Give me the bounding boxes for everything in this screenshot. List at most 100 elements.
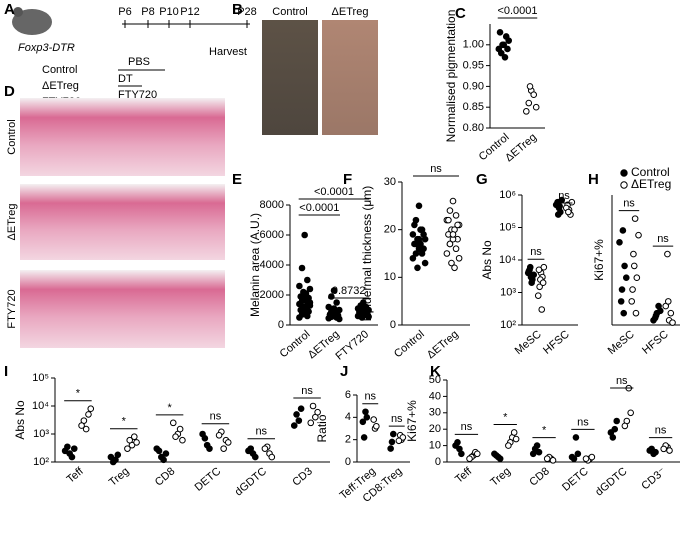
data-point bbox=[656, 307, 664, 315]
y-axis-label: Ratio bbox=[315, 414, 329, 442]
data-point bbox=[669, 319, 676, 326]
data-point bbox=[572, 434, 580, 441]
data-point bbox=[293, 411, 300, 418]
chart: 0.80 0.85 0.90 0.95 1.00 Normalised pigmentat… bbox=[444, 5, 545, 164]
data-point bbox=[333, 299, 340, 306]
significance-label: ns bbox=[210, 411, 222, 423]
data-point bbox=[532, 103, 540, 111]
data-point bbox=[539, 279, 547, 287]
panel-letters: A B C D E F G H I J K bbox=[4, 1, 599, 380]
data-point bbox=[505, 442, 512, 449]
day: P6 bbox=[118, 6, 131, 18]
significance-label: <0.0001 bbox=[497, 5, 537, 17]
treatment: PBS bbox=[128, 56, 150, 68]
image-label: ΔETreg bbox=[332, 6, 369, 18]
data-point bbox=[415, 202, 423, 210]
data-point bbox=[268, 453, 276, 461]
data-point bbox=[307, 419, 315, 427]
y-tick-label: 30 bbox=[429, 407, 441, 419]
y-axis-label: Ki67+% bbox=[405, 400, 419, 442]
x-tick-label: DETC bbox=[193, 465, 224, 493]
data-point bbox=[556, 202, 563, 210]
x-tick-label: Control bbox=[278, 328, 313, 360]
data-point bbox=[420, 231, 427, 238]
skin-image bbox=[322, 20, 378, 135]
significance-label: * bbox=[167, 402, 172, 414]
panel-d: Control ΔETreg FTY720 bbox=[6, 98, 225, 348]
data-point bbox=[528, 279, 535, 287]
data-point bbox=[565, 208, 572, 216]
data-point bbox=[534, 292, 542, 299]
y-tick-label: 4000 bbox=[260, 259, 284, 271]
data-point bbox=[652, 448, 659, 456]
data-point bbox=[630, 250, 637, 258]
chart: 0 2000 4000 6000 8000 Melanin area (A.U.) Cont… bbox=[248, 186, 378, 363]
x-tick-label: Treg bbox=[488, 465, 513, 488]
y-tick-label: 0 bbox=[390, 319, 396, 331]
significance-label: ns bbox=[364, 391, 376, 403]
image-label: Control bbox=[272, 6, 307, 18]
data-point bbox=[543, 455, 551, 463]
significance-label: ns bbox=[655, 425, 667, 437]
y-axis-label: Abs No bbox=[480, 240, 494, 280]
data-point bbox=[635, 231, 642, 239]
day: P12 bbox=[180, 6, 200, 18]
data-point bbox=[176, 425, 184, 433]
data-point bbox=[446, 240, 454, 248]
data-point bbox=[525, 267, 533, 275]
data-point bbox=[525, 99, 533, 107]
data-point bbox=[451, 264, 458, 272]
group: ΔETreg bbox=[42, 80, 79, 92]
significance-label: ns bbox=[657, 233, 669, 245]
data-point bbox=[496, 29, 504, 36]
data-point bbox=[449, 231, 457, 238]
data-point bbox=[448, 259, 455, 267]
legend-label: ΔETreg bbox=[631, 177, 671, 191]
day: P8 bbox=[141, 6, 154, 18]
y-tick-label: 10³ bbox=[33, 428, 49, 440]
harvest: Harvest bbox=[209, 46, 247, 58]
data-point bbox=[535, 266, 543, 274]
y-tick-label: 2000 bbox=[260, 289, 284, 301]
data-point bbox=[87, 405, 95, 413]
data-point bbox=[358, 314, 366, 321]
treatment: DT bbox=[118, 73, 133, 85]
x-tick-label: Control bbox=[392, 328, 427, 360]
data-point bbox=[530, 91, 538, 99]
legend-marker bbox=[620, 181, 628, 189]
data-point bbox=[124, 445, 131, 452]
data-point bbox=[535, 448, 543, 456]
x-tick-label: CD8 bbox=[527, 465, 552, 488]
data-point bbox=[302, 290, 310, 297]
data-point bbox=[334, 312, 342, 320]
data-point bbox=[126, 436, 134, 444]
data-point bbox=[388, 438, 396, 446]
data-point bbox=[68, 453, 76, 461]
y-tick-label: 8000 bbox=[260, 199, 284, 211]
significance-label: ns bbox=[577, 416, 589, 428]
data-point bbox=[304, 276, 311, 284]
data-point bbox=[510, 429, 518, 436]
data-point bbox=[445, 216, 452, 224]
data-point bbox=[224, 439, 232, 446]
data-point bbox=[631, 215, 639, 222]
data-point bbox=[363, 414, 371, 421]
y-tick-label: 10⁴ bbox=[499, 254, 516, 266]
x-tick-label: dGDTC bbox=[233, 465, 269, 498]
data-point bbox=[309, 402, 317, 410]
data-point bbox=[199, 430, 206, 438]
data-point bbox=[296, 314, 303, 321]
panel-letter: B bbox=[232, 1, 243, 18]
data-point bbox=[362, 408, 369, 416]
data-point bbox=[501, 53, 509, 61]
x-tick-label: ΔETreg bbox=[503, 131, 539, 164]
x-tick-label: CD8 bbox=[153, 465, 178, 488]
data-point bbox=[616, 238, 623, 246]
data-point bbox=[356, 306, 363, 314]
data-point bbox=[652, 312, 660, 319]
y-tick-label: 10² bbox=[33, 456, 49, 468]
data-point bbox=[633, 274, 641, 282]
data-point bbox=[452, 442, 459, 449]
data-point bbox=[618, 286, 626, 293]
